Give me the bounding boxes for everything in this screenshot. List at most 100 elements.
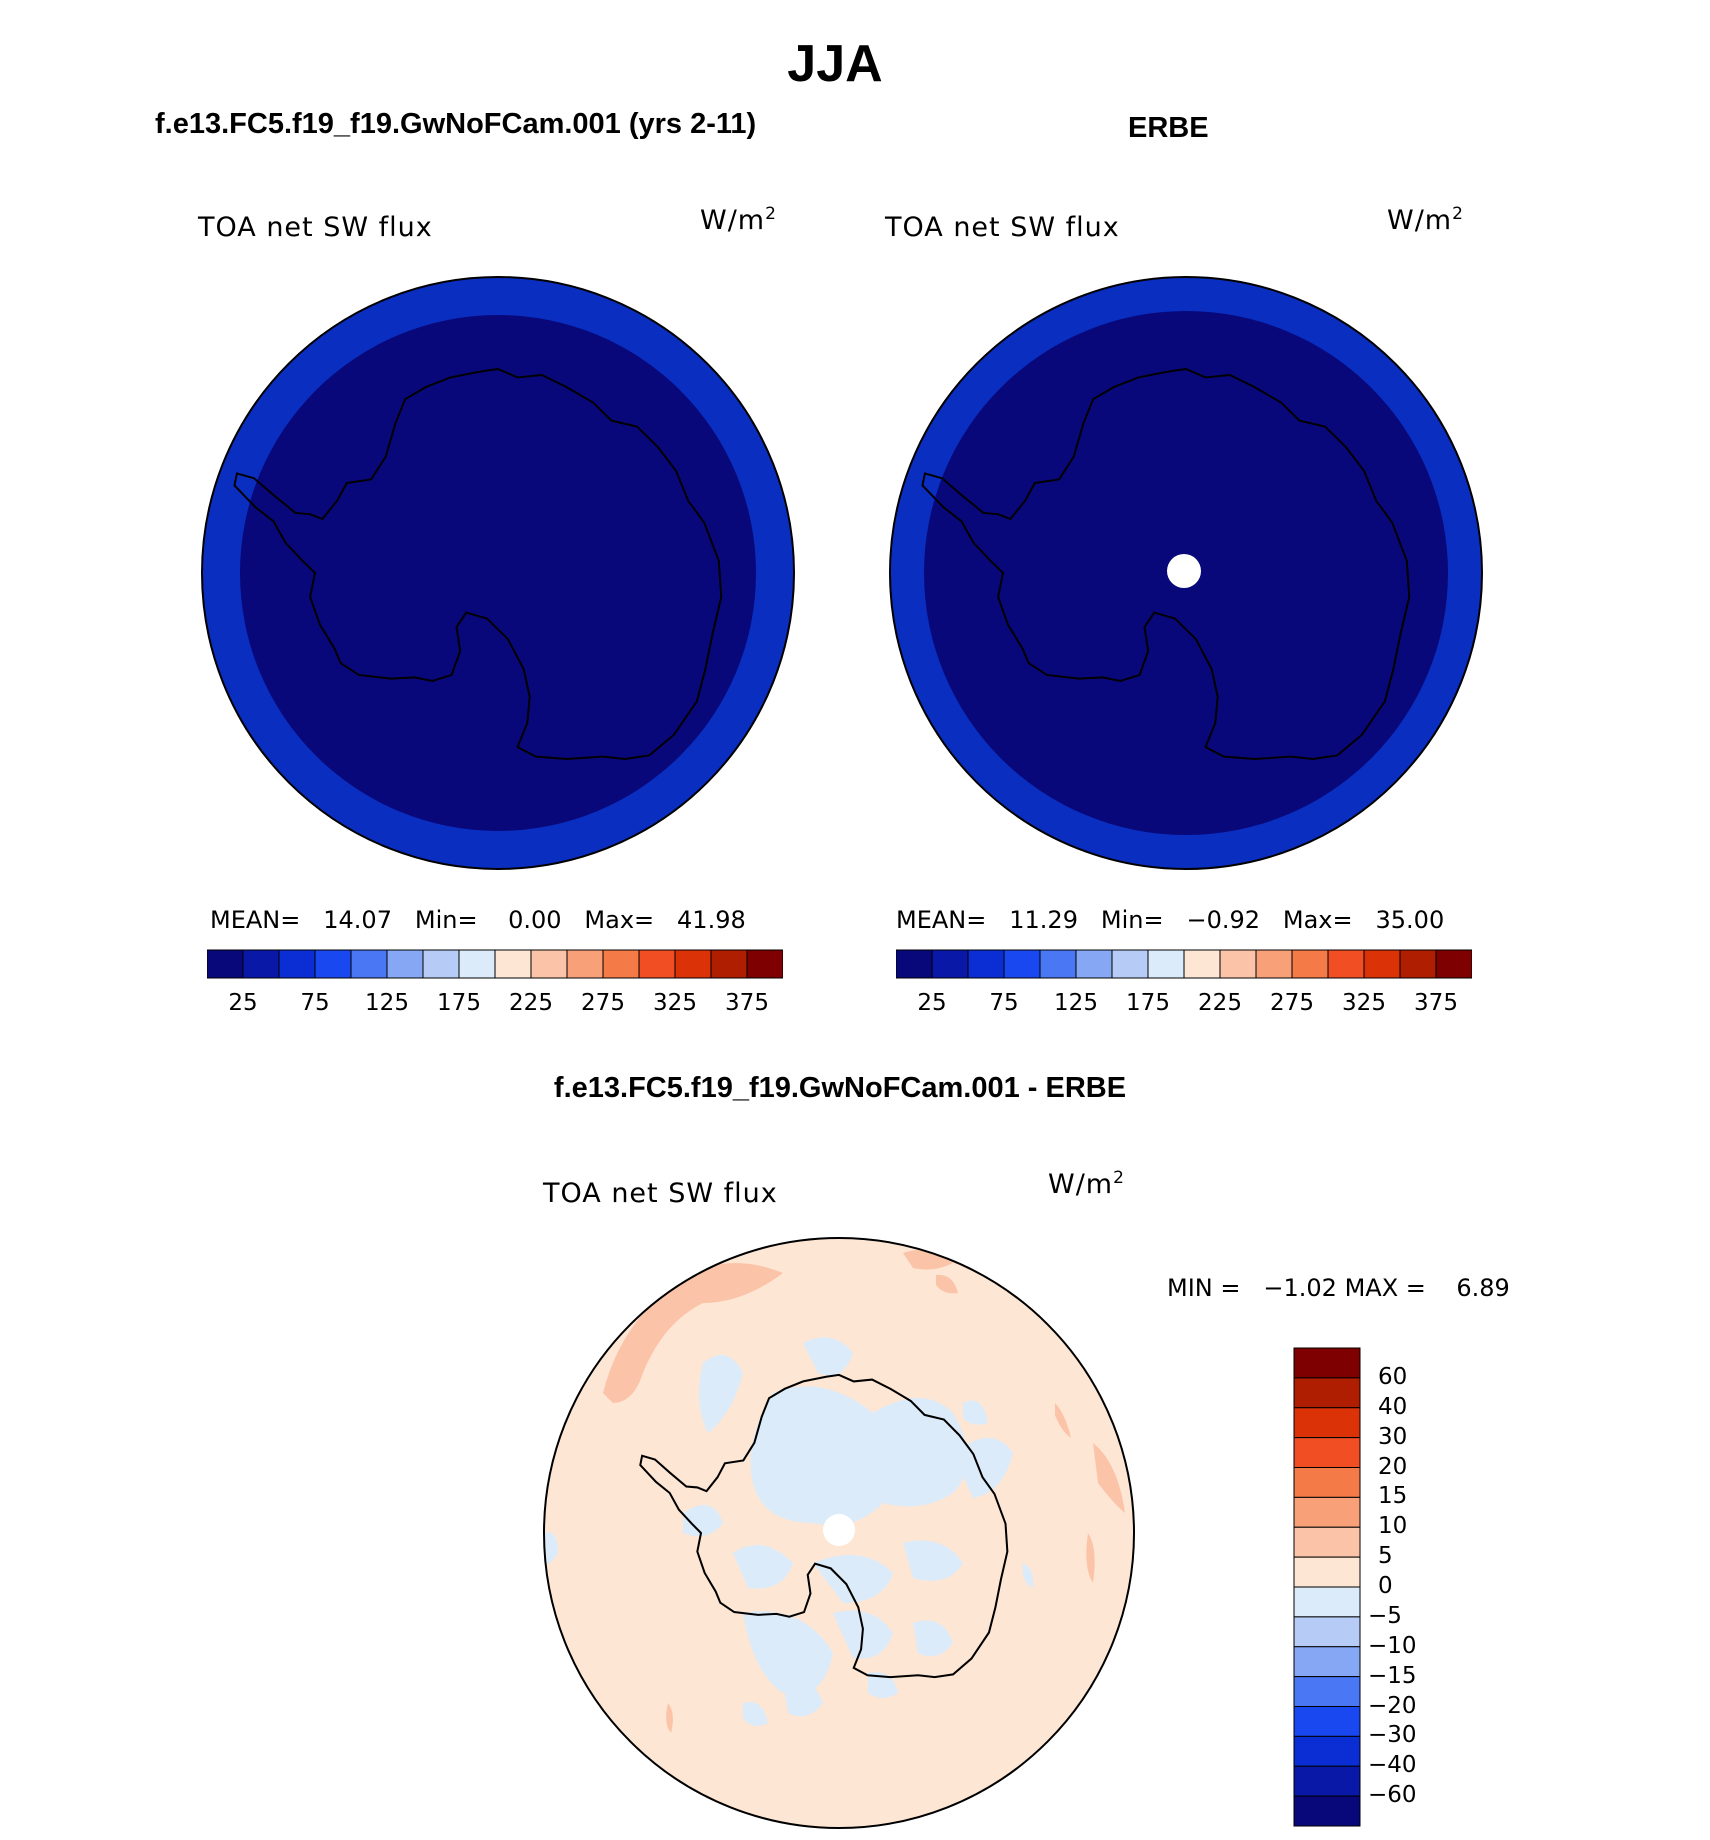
colorbar-tick-label: 75 bbox=[300, 990, 330, 1016]
colorbar-swatch bbox=[207, 949, 244, 979]
diff-negative-patch bbox=[803, 1337, 853, 1376]
colorbar-swatch bbox=[530, 949, 568, 979]
panel-obs-stats: MEAN= 11.29 Min= −0.92 Max= 35.00 bbox=[896, 906, 1445, 934]
colorbar-swatch bbox=[1293, 1437, 1361, 1469]
colorbar-tick-label: 375 bbox=[1414, 990, 1458, 1016]
diff-negative-patch bbox=[868, 1672, 898, 1698]
colorbar-swatch bbox=[967, 949, 1005, 979]
colorbar-swatch bbox=[931, 949, 969, 979]
diff-negative-patch bbox=[750, 1386, 968, 1526]
panel-obs-colorbar-ticks: 25 75 125 175 225 275 325 375 bbox=[896, 990, 1472, 1020]
colorbar-swatch bbox=[350, 949, 388, 979]
colorbar-swatch bbox=[1293, 1765, 1361, 1797]
colorbar-tick-label: 75 bbox=[989, 990, 1019, 1016]
colorbar-tick-label: 175 bbox=[437, 990, 481, 1016]
units-exponent: 2 bbox=[765, 204, 777, 224]
colorbar-swatch bbox=[458, 949, 496, 979]
colorbar-swatch bbox=[1293, 1526, 1361, 1558]
colorbar-swatch bbox=[1435, 949, 1472, 979]
colorbar-swatch bbox=[1039, 949, 1077, 979]
colorbar-tick-label: 325 bbox=[1342, 990, 1386, 1016]
diff-negative-patch bbox=[1022, 1563, 1034, 1588]
colorbar-swatch bbox=[1111, 949, 1149, 979]
colorbar-swatch bbox=[896, 949, 933, 979]
colorbar-swatch bbox=[1293, 1377, 1361, 1409]
colorbar-swatch bbox=[1147, 949, 1185, 979]
colorbar-swatch bbox=[1293, 1467, 1361, 1498]
colorbar-tick-label: 25 bbox=[228, 990, 258, 1016]
diff-colorbar-ticks: 60 40 30 20 15 10 5 0 −5 −10 −15 −20 −30 −40 −60 bbox=[1368, 1347, 1488, 1827]
colorbar-tick-label: −60 bbox=[1368, 1782, 1417, 1809]
colorbar-tick-label: −40 bbox=[1368, 1752, 1417, 1779]
diff-variable-label: TOA net SW flux bbox=[543, 1178, 778, 1209]
colorbar-swatch bbox=[1293, 1616, 1361, 1648]
page-title: JJA bbox=[787, 35, 883, 93]
diff-negative-patch bbox=[683, 1505, 723, 1537]
map-boundary bbox=[201, 276, 795, 870]
diff-negative-patch bbox=[783, 1680, 823, 1717]
colorbar-tick-label: 225 bbox=[1198, 990, 1242, 1016]
diff-units-label: W/m2 bbox=[1048, 1168, 1125, 1200]
missing-data-pole bbox=[823, 1514, 855, 1546]
colorbar-tick-label: 125 bbox=[365, 990, 409, 1016]
panel-model-map bbox=[201, 276, 795, 870]
map-inner-field bbox=[240, 315, 756, 831]
colorbar-swatch bbox=[1327, 949, 1365, 979]
colorbar-swatch bbox=[314, 949, 352, 979]
diff-negative-patch bbox=[903, 1540, 963, 1581]
colorbar-swatch bbox=[746, 949, 783, 979]
diff-negative-patch bbox=[743, 1702, 768, 1727]
map-boundary bbox=[543, 1237, 1135, 1829]
colorbar-swatch bbox=[1293, 1556, 1361, 1588]
colorbar-swatch bbox=[638, 949, 676, 979]
colorbar-tick-label: −20 bbox=[1368, 1692, 1417, 1719]
diff-positive-patch bbox=[936, 1274, 958, 1294]
colorbar-swatch bbox=[1293, 1347, 1361, 1379]
colorbar-swatch bbox=[1293, 1676, 1361, 1708]
colorbar-tick-label: 30 bbox=[1378, 1423, 1408, 1450]
colorbar-tick-label: −30 bbox=[1368, 1722, 1417, 1749]
diff-positive-patch bbox=[1093, 1443, 1125, 1513]
diff-positive-patch bbox=[666, 1703, 673, 1733]
colorbar-tick-label: 175 bbox=[1126, 990, 1170, 1016]
colorbar-swatch bbox=[1293, 1706, 1361, 1737]
colorbar-tick-label: −5 bbox=[1368, 1602, 1402, 1629]
colorbar-swatch bbox=[1363, 949, 1401, 979]
colorbar-tick-label: 325 bbox=[653, 990, 697, 1016]
colorbar-swatch bbox=[710, 949, 748, 979]
panel-model-units-label: W/m2 bbox=[700, 204, 777, 236]
colorbar-swatch bbox=[1075, 949, 1113, 979]
colorbar-tick-label: 0 bbox=[1378, 1573, 1393, 1599]
diff-negative-patch bbox=[963, 1400, 988, 1425]
diff-colorbar bbox=[1293, 1347, 1361, 1827]
colorbar-tick-label: 10 bbox=[1378, 1513, 1408, 1540]
colorbar-swatch bbox=[1293, 1496, 1361, 1528]
panel-model-variable-label: TOA net SW flux bbox=[198, 212, 433, 243]
colorbar-swatch bbox=[674, 949, 712, 979]
panel-obs-colorbar bbox=[896, 949, 1472, 979]
colorbar-swatch bbox=[1293, 1586, 1361, 1618]
colorbar-swatch bbox=[242, 949, 280, 979]
colorbar-tick-label: 15 bbox=[1378, 1483, 1408, 1510]
diff-negative-patch bbox=[913, 1620, 953, 1657]
diff-negative-patch bbox=[733, 1545, 793, 1589]
colorbar-swatch bbox=[1293, 1735, 1361, 1767]
panel-obs-map bbox=[889, 276, 1483, 870]
diff-negative-patch bbox=[743, 1611, 833, 1695]
colorbar-tick-label: 25 bbox=[917, 990, 947, 1016]
colorbar-tick-label: 225 bbox=[509, 990, 553, 1016]
colorbar-swatch bbox=[494, 949, 532, 979]
colorbar-swatch bbox=[1003, 949, 1041, 979]
colorbar-swatch bbox=[1255, 949, 1293, 979]
diff-title: f.e13.FC5.f19_f19.GwNoFCam.001 - ERBE bbox=[553, 1072, 1127, 1104]
colorbar-swatch bbox=[1293, 1646, 1361, 1678]
colorbar-swatch bbox=[386, 949, 424, 979]
diff-positive-patch bbox=[1055, 1403, 1071, 1438]
colorbar-swatch bbox=[278, 949, 316, 979]
diff-negative-patch bbox=[544, 1532, 558, 1565]
diff-negative-patch bbox=[813, 1555, 893, 1603]
map-boundary bbox=[889, 276, 1483, 870]
panel-model-colorbar bbox=[207, 949, 783, 979]
colorbar-swatch bbox=[566, 949, 604, 979]
diff-positive-patch bbox=[603, 1263, 783, 1403]
